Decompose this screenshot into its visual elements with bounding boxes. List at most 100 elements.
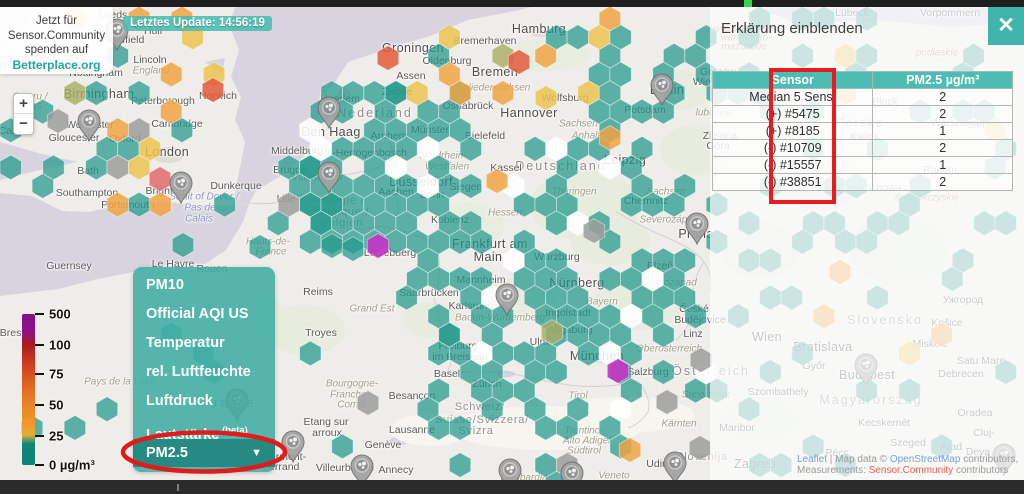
map-label: Oberösterreich [635, 343, 703, 355]
map-label: Brest [0, 327, 25, 339]
attribution-separator: | Map data © [827, 454, 890, 465]
map-label: Grand Est [349, 303, 395, 315]
map-label: Oxford [109, 133, 141, 145]
map-label: Jihozápad [651, 277, 697, 289]
map-label: Schweiz/ [454, 401, 506, 413]
top-bar [0, 0, 1024, 7]
donation-line3: spenden auf [24, 44, 89, 56]
beta-tag: (beta) [219, 425, 248, 436]
legend-tick-mark [35, 373, 44, 376]
map-label: Südtirol [567, 445, 601, 457]
map-label: Nürnberg [549, 276, 605, 290]
map-label: Bonn [419, 189, 445, 201]
layer-menu: PM10 Official AQI US Temperatur rel. Luftfe… [133, 267, 275, 472]
map-label: Anhalt [571, 130, 601, 142]
sensor-table: Sensor PM2.5 µg/m³ Median 5 Sens. 2 (+) #54… [711, 71, 1013, 191]
map-label: Mannheim [456, 274, 506, 286]
map-label: Plzeň [646, 260, 674, 272]
table-cell: 2 [872, 105, 1013, 123]
attribution-line2: Measurements: Sensor.Community contribut… [797, 464, 1018, 477]
donation-line2: Sensor.Community [7, 29, 106, 42]
legend-tick-mark [35, 343, 44, 346]
map-label: Portsmouth [101, 199, 155, 211]
map-label: Praha [678, 227, 714, 241]
map-label: Main [473, 250, 503, 264]
map-label: Sachsen- [558, 118, 602, 130]
legend-tick-label: 500 [49, 306, 71, 322]
map-label: Frankfurt am [452, 237, 528, 251]
table-row: (-) #10709 2 [711, 139, 1013, 157]
zoom-in-button[interactable]: + [14, 94, 33, 114]
map-label: Augsburg [547, 324, 593, 336]
map-label: Southampton [55, 187, 119, 199]
map-label: Besançon [388, 390, 436, 402]
table-row: (-) #38851 2 [711, 173, 1013, 191]
table-cell: 2 [872, 88, 1013, 106]
map-label: Reims [303, 286, 333, 298]
layer-menu-item-rel-luftfeuchte[interactable]: rel. Luftfeuchte [146, 364, 251, 380]
map-label: London [144, 145, 190, 159]
map-label: Cambridge [151, 118, 203, 130]
osm-link[interactable]: OpenStreetMap [889, 454, 961, 465]
map-label: Dunkerque [210, 180, 262, 192]
map-label: Bremerhaven [453, 35, 517, 47]
legend-tick-mark [35, 313, 44, 315]
map-label: Ulm [529, 336, 549, 348]
attribution-contrib: contributors, [960, 454, 1019, 465]
map-label: Deutschland [515, 159, 607, 173]
map-label: Strait of Dover / [169, 191, 239, 203]
close-panel-button[interactable]: ✕ [988, 6, 1024, 45]
map-label: München [569, 349, 625, 363]
annotation-red-rectangle [769, 68, 836, 204]
layer-menu-item-temperatur[interactable]: Temperatur [146, 335, 225, 351]
map-label: Sachsen [646, 186, 686, 198]
map-label: Assen [396, 70, 426, 82]
map-label: Svizra [458, 425, 494, 437]
map-label: Ingolstadt [545, 307, 591, 319]
table-header-cell: PM2.5 µg/m³ [872, 71, 1013, 89]
table-cell: 1 [872, 122, 1013, 140]
sensor-community-link[interactable]: Sensor.Community [868, 464, 954, 476]
last-update-badge: Letztes Update: 14:56:19 [123, 16, 272, 31]
zoom-control: + − [13, 93, 34, 135]
map-label: Aachen [378, 186, 414, 198]
map-label: Lausanne [388, 424, 436, 436]
layer-menu-item-pm10[interactable]: PM10 [146, 277, 184, 293]
close-icon: ✕ [997, 14, 1015, 37]
map-label: Salzburg [627, 366, 669, 378]
measurements-label: Measurements: [797, 464, 869, 476]
map-label: arroux [312, 427, 342, 439]
map-label: Norwich [199, 90, 237, 102]
map-label: Karlsruhe [448, 300, 494, 312]
map-label: Saarbrücken [399, 287, 459, 299]
legend-tick-mark [35, 403, 44, 406]
layer-menu-selected[interactable]: PM2.5 ▼ [133, 439, 275, 467]
legend-tick-mark [35, 434, 44, 437]
top-bar-green-indicator [744, 0, 752, 7]
legend-tick-label: 75 [49, 366, 64, 382]
attribution-contrib2: contributors [953, 464, 1009, 476]
layer-menu-items: PM10 Official AQI US Temperatur rel. Luftfe… [133, 267, 275, 445]
map-label: Osnabrück [442, 100, 494, 112]
map-label: Münster [411, 124, 449, 136]
map-label: Pas de [184, 202, 216, 214]
betterplace-link[interactable]: Betterplace.org [12, 57, 101, 72]
map-label: England [132, 65, 170, 77]
map-label: Oldenburg [422, 55, 472, 67]
table-cell: 1 [872, 156, 1013, 174]
map-label: Linz [683, 328, 703, 340]
map-label: Bielefeld [464, 130, 506, 142]
map-label: Kärnten [661, 418, 697, 430]
leaflet-link[interactable]: Leaflet [797, 454, 828, 465]
layer-menu-item-luftdruck[interactable]: Luftdruck [146, 393, 213, 409]
layer-menu-item-official-aqi-us[interactable]: Official AQI US [146, 306, 249, 322]
panel-title[interactable]: Erklärung einblenden [721, 20, 863, 37]
map-label: Bayern [586, 296, 618, 308]
map-label: Zwolle [381, 86, 413, 98]
map-label: Baden-Württemberg [454, 312, 546, 324]
map-label: Haarlem [320, 93, 360, 105]
zoom-out-button[interactable]: − [19, 115, 28, 132]
map-label: Peterborough [131, 95, 195, 107]
map-label: Thüringen [551, 186, 597, 198]
